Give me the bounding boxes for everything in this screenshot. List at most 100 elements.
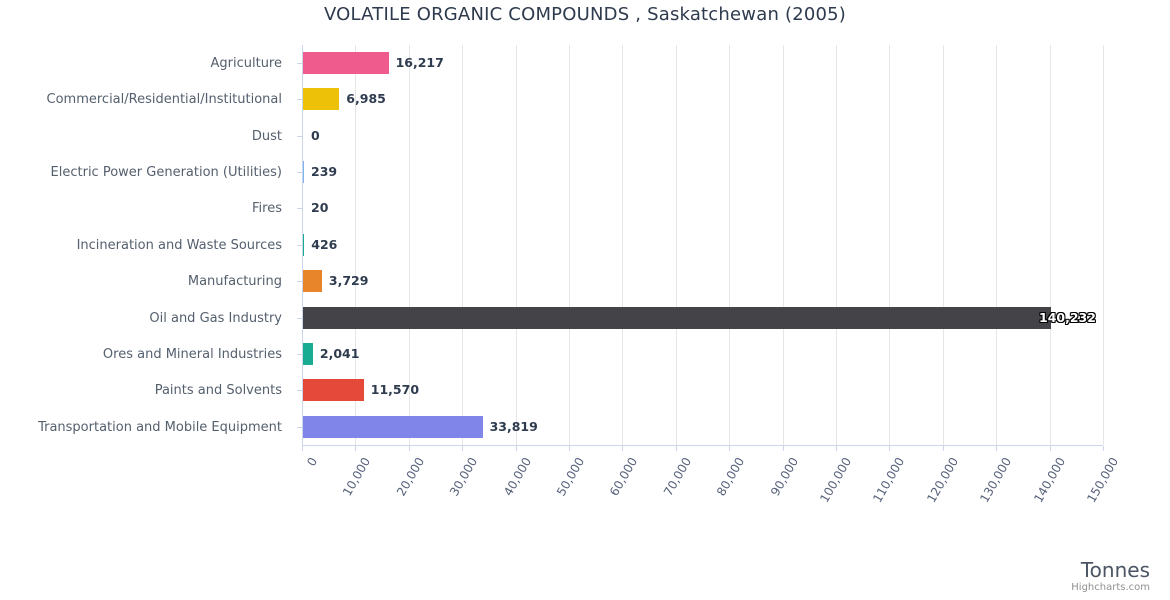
gridline xyxy=(569,45,570,445)
x-axis-tick xyxy=(729,446,730,451)
bar-value-label: 20 xyxy=(311,200,329,216)
category-label: Agriculture xyxy=(210,56,283,71)
y-axis-tick xyxy=(297,317,302,319)
y-axis-tick xyxy=(297,244,302,246)
x-axis-tick-label: 60,000 xyxy=(607,455,641,499)
gridline xyxy=(729,45,730,445)
highcharts-credit[interactable]: Highcharts.com xyxy=(1071,582,1150,593)
y-axis-tick xyxy=(297,208,302,210)
bar-row: Oil and Gas Industry 140,232 xyxy=(149,300,1103,336)
y-axis-tick xyxy=(297,135,302,137)
category-label: Paints and Solvents xyxy=(154,383,282,399)
x-axis-tick-label: 140,000 xyxy=(1031,455,1069,505)
bar-value-label: 239 xyxy=(311,164,338,180)
x-axis-tick-label: 30,000 xyxy=(447,455,481,499)
x-axis-tick xyxy=(622,446,623,451)
y-axis-tick xyxy=(297,426,302,428)
gridline xyxy=(516,45,517,445)
y-axis-tick xyxy=(297,281,302,283)
bar-row: Agriculture 16,217 xyxy=(211,45,1103,81)
x-axis-tick-label: 110,000 xyxy=(870,455,908,505)
x-axis-tick-label: 70,000 xyxy=(661,455,695,499)
bar[interactable] xyxy=(302,415,483,438)
x-axis-tick xyxy=(783,446,784,451)
category-label: Ores and Mineral Industries xyxy=(102,346,282,362)
x-axis-tick-label: 150,000 xyxy=(1084,455,1122,505)
y-axis-tick xyxy=(297,99,302,101)
bar[interactable] xyxy=(302,306,1051,329)
gridline xyxy=(1050,45,1051,445)
bar-value-label: 16,217 xyxy=(395,55,444,70)
bar[interactable] xyxy=(302,342,313,365)
category-label: Transportation and Mobile Equipment xyxy=(38,419,282,435)
gridline xyxy=(622,45,623,445)
x-axis-tick xyxy=(836,446,837,451)
bar-row: Dust 0 xyxy=(252,118,1103,154)
gridline xyxy=(355,45,356,445)
bar[interactable] xyxy=(302,233,305,256)
gridline xyxy=(676,45,677,445)
x-axis-tick-label: 120,000 xyxy=(924,455,962,505)
bar-value-label: 140,232 xyxy=(1039,309,1096,325)
bar-value-label: 33,819 xyxy=(489,418,538,434)
bar[interactable] xyxy=(302,270,322,293)
x-axis-tick xyxy=(569,446,570,451)
x-axis-tick xyxy=(1050,446,1051,451)
bar[interactable] xyxy=(302,161,304,184)
bar[interactable] xyxy=(302,88,340,111)
category-label: Incineration and Waste Sources xyxy=(76,237,282,253)
x-axis-tick-label: 50,000 xyxy=(554,455,588,499)
x-axis-tick-label: 130,000 xyxy=(977,455,1015,505)
x-axis-tick xyxy=(996,446,997,451)
category-label: Manufacturing xyxy=(187,274,282,290)
gridline xyxy=(1103,45,1104,445)
y-axis-tick xyxy=(297,172,302,174)
bar-row: Fires 20 xyxy=(252,190,1103,226)
gridline xyxy=(462,45,463,445)
x-axis-tick-label: 10,000 xyxy=(340,455,374,499)
x-axis-tick-label: 80,000 xyxy=(714,455,748,499)
y-axis-tick xyxy=(297,63,302,64)
x-axis-tick-label: 0 xyxy=(304,455,321,469)
category-label: Fires xyxy=(252,201,282,217)
bar-value-label: 11,570 xyxy=(370,382,420,398)
gridline xyxy=(783,45,784,445)
x-axis-tick-label: 20,000 xyxy=(394,455,428,499)
gridline xyxy=(409,45,410,445)
x-axis-tick xyxy=(355,446,356,451)
gridline xyxy=(943,45,944,445)
x-axis-line xyxy=(302,445,1103,446)
y-axis-tick xyxy=(297,390,302,392)
bar-row: Paints and Solvents 11,570 xyxy=(155,372,1103,408)
x-axis-tick xyxy=(409,446,410,451)
x-axis-tick xyxy=(676,446,677,451)
bar-value-label: 0 xyxy=(311,127,320,143)
category-label: Oil and Gas Industry xyxy=(149,310,282,326)
bar-row: Ores and Mineral Industries 2,041 xyxy=(103,336,1103,372)
bar-value-label: 6,985 xyxy=(346,91,386,107)
bar-row: Incineration and Waste Sources 426 xyxy=(77,227,1103,263)
x-axis-tick-label: 100,000 xyxy=(817,455,855,505)
y-axis-line xyxy=(302,45,303,445)
x-axis-tick xyxy=(516,446,517,451)
chart-title: VOLATILE ORGANIC COMPOUNDS , Saskatchewa… xyxy=(323,4,847,25)
x-axis-title: Tonnes xyxy=(1080,558,1150,582)
x-axis-tick xyxy=(1103,446,1104,451)
y-axis-tick xyxy=(297,353,302,355)
category-label: Dust xyxy=(251,128,282,144)
category-label: Commercial/Residential/Institutional xyxy=(46,92,283,108)
bar-value-label: 2,041 xyxy=(319,345,360,361)
gridline xyxy=(836,45,837,445)
x-axis-tick-label: 40,000 xyxy=(501,455,535,499)
x-axis-tick xyxy=(943,446,944,451)
x-axis-tick-label: 90,000 xyxy=(768,455,802,499)
bar-row: Transportation and Mobile Equipment 33,81… xyxy=(38,409,1103,445)
bar-row: Manufacturing 3,729 xyxy=(188,263,1103,299)
bar[interactable] xyxy=(302,379,364,402)
bar-value-label: 426 xyxy=(311,236,338,252)
bar[interactable] xyxy=(302,52,389,74)
gridline xyxy=(889,45,890,445)
plot-area: Agriculture 16,217 Commercial/Residential/… xyxy=(38,45,1104,445)
category-label: Electric Power Generation (Utilities) xyxy=(50,165,282,181)
